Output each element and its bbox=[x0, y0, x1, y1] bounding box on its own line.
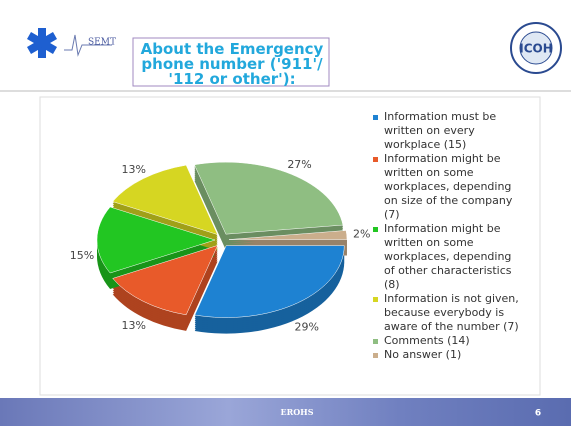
legend-swatch bbox=[373, 353, 378, 358]
legend-swatch bbox=[373, 339, 378, 344]
legend-item: Information might be written on some wor… bbox=[372, 222, 522, 292]
data-label: 15% bbox=[70, 249, 94, 262]
legend-item: Information might be written on some wor… bbox=[372, 152, 522, 222]
legend-label: Comments (14) bbox=[384, 334, 470, 347]
data-label: 13% bbox=[121, 319, 145, 332]
footer-band bbox=[0, 398, 571, 426]
data-label: 29% bbox=[295, 321, 319, 334]
legend-label: Information is not given, because everyb… bbox=[384, 292, 519, 333]
legend-label: Information might be written on some wor… bbox=[384, 222, 512, 291]
slice bbox=[112, 245, 219, 316]
slide-title: About the Emergency phone number ('911'/… bbox=[140, 40, 324, 88]
data-label: 27% bbox=[287, 158, 311, 171]
legend-item: No answer (1) bbox=[372, 348, 522, 362]
legend-label: Information must be written on every wor… bbox=[384, 110, 497, 151]
legend-item: Information is not given, because everyb… bbox=[372, 292, 522, 334]
legend-label: Information might be written on some wor… bbox=[384, 152, 513, 221]
legend: Information must be written on every wor… bbox=[372, 110, 522, 362]
slice bbox=[228, 230, 348, 240]
title-box bbox=[132, 37, 330, 87]
slice bbox=[194, 161, 344, 235]
legend-swatch bbox=[373, 227, 378, 232]
data-label: 13% bbox=[121, 163, 145, 176]
logo-text: SEMT bbox=[88, 38, 116, 48]
legend-label: No answer (1) bbox=[384, 348, 462, 361]
logo-left: SEMT bbox=[27, 28, 116, 58]
page-number: 6 bbox=[535, 409, 541, 419]
legend-swatch bbox=[373, 157, 378, 162]
footer-text: EROHS bbox=[280, 407, 313, 417]
legend-swatch bbox=[373, 297, 378, 302]
slice bbox=[194, 245, 345, 318]
legend-item: Information must be written on every wor… bbox=[372, 110, 522, 152]
legend-item: Comments (14) bbox=[372, 334, 522, 348]
logo-text: ICOH bbox=[519, 42, 553, 56]
slice bbox=[112, 164, 219, 235]
legend-swatch bbox=[373, 115, 378, 120]
logo-right: ICOH bbox=[510, 22, 562, 74]
slice bbox=[96, 206, 216, 274]
data-label: 2% bbox=[353, 227, 370, 240]
